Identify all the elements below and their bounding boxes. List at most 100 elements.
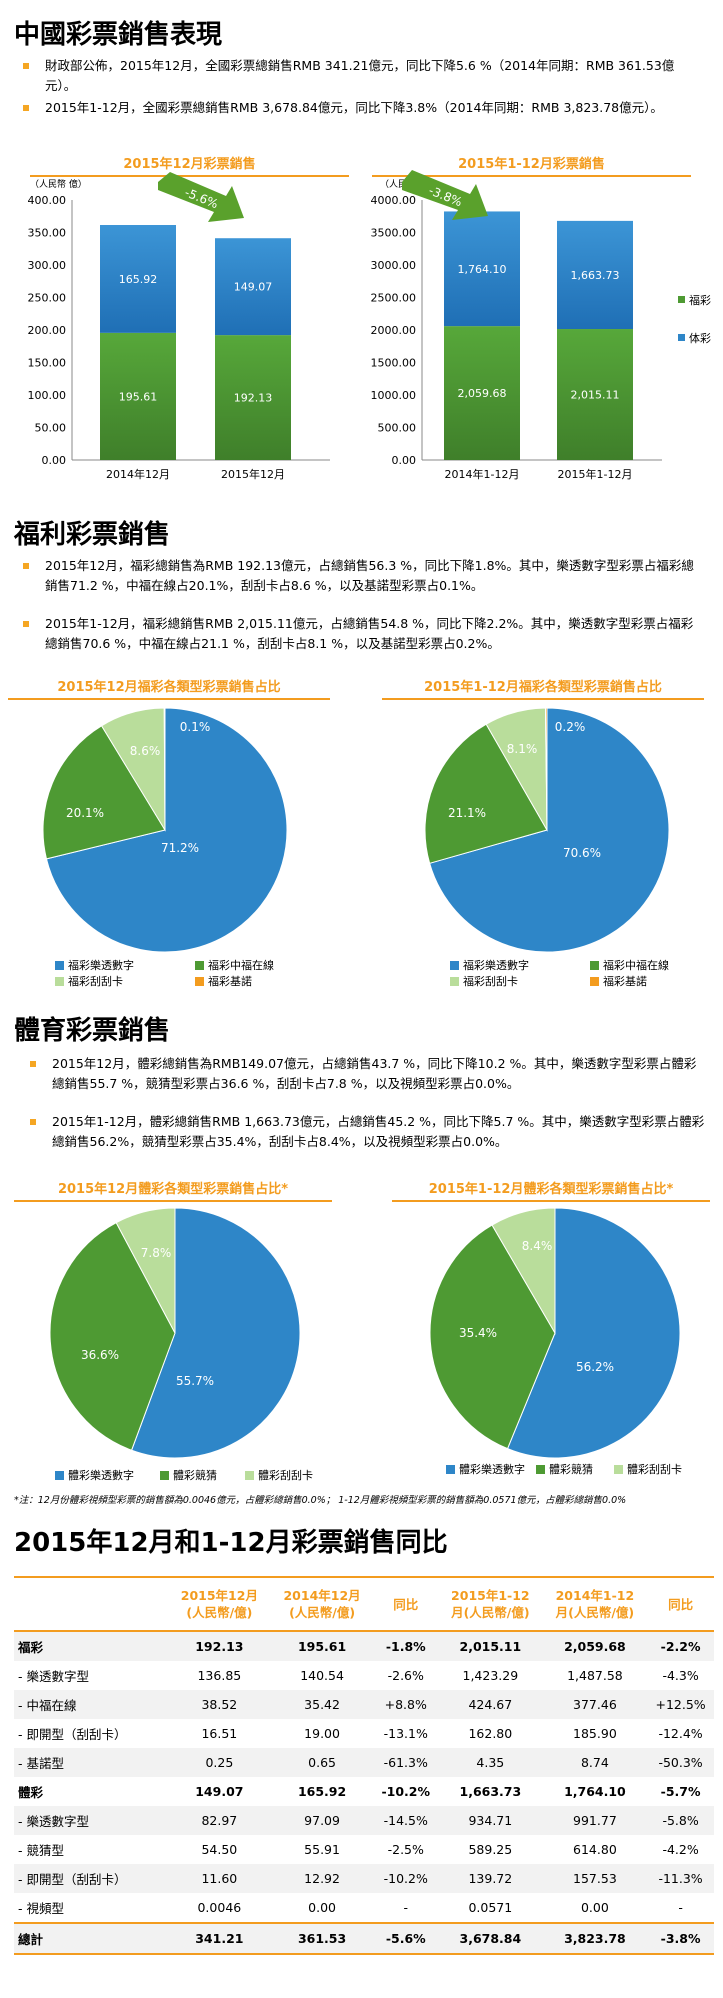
y-tick-label: 500.00 bbox=[378, 422, 417, 435]
legend-item: 福彩基諾 bbox=[195, 974, 252, 990]
table-cell: - bbox=[678, 1900, 683, 1915]
trend-arrow bbox=[402, 170, 488, 220]
table-row: 體彩 149.07 165.92 -10.2% 1,663.73 1,764.10 -5.7… bbox=[14, 1777, 714, 1806]
legend-label: 福彩中福在線 bbox=[603, 959, 669, 972]
table-cell: 0.00 bbox=[580, 1900, 609, 1915]
table-header-cell: 2014年1-12 月(人民幣/億) bbox=[542, 1576, 648, 1631]
legend-swatch bbox=[450, 961, 459, 970]
table-cell: 2,059.68 bbox=[542, 1630, 648, 1661]
table-cell: 1,487.58 bbox=[567, 1668, 623, 1683]
table-cell: -2.5% bbox=[387, 1842, 424, 1857]
table-cell: 1,423.29 bbox=[462, 1668, 519, 1683]
legend-swatch bbox=[195, 977, 204, 986]
bullet-year-total: 2015年1-12月，全國彩票總銷售RMB 3,678.84億元，同比下降3.8… bbox=[23, 98, 700, 118]
pie-value-label: 21.1% bbox=[448, 806, 486, 820]
table-cell: 934.71 bbox=[438, 1806, 543, 1835]
legend-swatch-ticai bbox=[678, 334, 685, 341]
legend-label: 體彩刮刮卡 bbox=[627, 1463, 682, 1476]
pie-value-label: 35.4% bbox=[459, 1326, 497, 1340]
legend-swatch bbox=[450, 977, 459, 986]
table-cell: - 即開型（刮刮卡） bbox=[14, 1864, 168, 1893]
pie-chart-ticai-year: 56.2% 35.4% 8.4% bbox=[429, 1207, 681, 1459]
table-cell: 136.85 bbox=[197, 1668, 242, 1683]
legend-item: 福彩中福在線 bbox=[195, 958, 274, 974]
table-header-cell: 2015年1-12 月(人民幣/億) bbox=[438, 1576, 543, 1631]
table-cell: 55.91 bbox=[304, 1842, 340, 1857]
pie-slice bbox=[130, 1207, 301, 1459]
legend-swatch bbox=[195, 961, 204, 970]
legend-item: 福彩刮刮卡 bbox=[450, 974, 518, 990]
table-cell: - 樂透數字型 bbox=[14, 1806, 168, 1835]
legend-item: 體彩刮刮卡 bbox=[614, 1462, 682, 1478]
table-cell: - 視頻型 bbox=[18, 1901, 64, 1916]
table-cell: -4.3% bbox=[662, 1668, 699, 1683]
y-tick-label: 3000.00 bbox=[371, 259, 417, 272]
legend-swatch bbox=[590, 977, 599, 986]
y-tick-label: 2000.00 bbox=[371, 324, 417, 337]
y-tick-label: 350.00 bbox=[28, 227, 67, 240]
bar-value-label: 149.07 bbox=[234, 281, 273, 294]
bar-ticai bbox=[100, 225, 176, 333]
pie-chart-fucai-dec: 71.2% 20.1% 8.6% 0.1% bbox=[42, 707, 288, 953]
table-cell: 0.0046 bbox=[197, 1900, 242, 1915]
pie-value-label: 8.6% bbox=[130, 744, 161, 758]
x-tick-label: 2014年12月 bbox=[106, 467, 170, 481]
bar-fucai bbox=[100, 332, 176, 460]
table-cell: 165.92 bbox=[297, 1784, 347, 1799]
y-tick-label: 0.00 bbox=[392, 454, 417, 467]
legend-item: 福彩樂透數字 bbox=[450, 958, 529, 974]
table-cell: - 中福在線 bbox=[14, 1690, 168, 1719]
legend-item: 體彩競猜 bbox=[536, 1462, 593, 1478]
bar-ticai bbox=[557, 220, 633, 330]
legend-swatch bbox=[55, 961, 64, 970]
bar-value-label: 165.92 bbox=[119, 273, 158, 286]
legend-label: 福彩樂透數字 bbox=[68, 959, 134, 972]
footnote: *注：12月份體彩視頻型彩票的銷售額為0.0046億元，占體彩總銷售0.0%； … bbox=[14, 1495, 627, 1506]
chart-title-ticai-year: 2015年1-12月體彩各類型彩票銷售占比* bbox=[392, 1178, 710, 1202]
pie-value-label: 71.2% bbox=[161, 841, 199, 855]
legend-item: 福彩樂透數字 bbox=[55, 958, 134, 974]
y-tick-label: 2500.00 bbox=[371, 292, 417, 305]
table-cell: +12.5% bbox=[647, 1690, 714, 1719]
chart-title-fucai-dec: 2015年12月福彩各類型彩票銷售占比 bbox=[8, 676, 330, 700]
legend-item: 福彩刮刮卡 bbox=[55, 974, 123, 990]
y-tick-label: 0.00 bbox=[42, 454, 67, 467]
y-tick-label: 1000.00 bbox=[371, 389, 417, 402]
table-cell: 991.77 bbox=[542, 1806, 648, 1835]
table-cell: 35.42 bbox=[270, 1690, 374, 1719]
table-cell: 2,015.11 bbox=[438, 1630, 543, 1661]
x-tick-label: 2014年1-12月 bbox=[445, 467, 520, 481]
table-cell: 139.72 bbox=[438, 1864, 543, 1893]
table-cell: -5.8% bbox=[647, 1806, 714, 1835]
legend-item: 福彩基諾 bbox=[590, 974, 647, 990]
table-row: - 樂透數字型 82.97 97.09 -14.5% 934.71 991.77 -5.8% bbox=[14, 1806, 714, 1835]
legend-label: 體彩刮刮卡 bbox=[258, 1469, 313, 1482]
table-cell: 424.67 bbox=[438, 1690, 543, 1719]
table-cell: 1,764.10 bbox=[564, 1784, 626, 1799]
legend-swatch bbox=[536, 1465, 545, 1474]
bar-chart-year: （人民幣 億）0.00500.001000.001500.002000.0025… bbox=[371, 170, 711, 481]
chart-title-ticai-dec: 2015年12月體彩各類型彩票銷售占比* bbox=[14, 1178, 332, 1202]
table-cell: 0.0571 bbox=[468, 1900, 513, 1915]
table-cell: 16.51 bbox=[201, 1726, 238, 1741]
chart-title-dec-sales: 2015年12月彩票銷售 bbox=[30, 153, 349, 177]
legend-swatch-fucai bbox=[678, 296, 685, 303]
legend-ticai-year: 體彩樂透數字 體彩競猜 體彩刮刮卡 bbox=[446, 1462, 723, 1480]
bar-value-label: 192.13 bbox=[234, 392, 273, 405]
legend-label: 福彩基諾 bbox=[603, 975, 647, 988]
legend-fucai-dec: 福彩樂透數字 福彩中福在線福彩刮刮卡 福彩基諾 bbox=[55, 958, 335, 994]
y-tick-label: 150.00 bbox=[28, 357, 67, 370]
table-header-cell: 同比 bbox=[373, 1576, 439, 1631]
legend-ticai-dec: 體彩樂透數字 體彩競猜 體彩刮刮卡 bbox=[55, 1468, 375, 1486]
table-cell: -2.2% bbox=[647, 1630, 714, 1661]
table-cell: - 即開型（刮刮卡） bbox=[18, 1727, 127, 1742]
table-cell: 157.53 bbox=[542, 1864, 648, 1893]
legend-swatch bbox=[160, 1471, 169, 1480]
bar-value-label: 2,015.11 bbox=[571, 389, 620, 402]
pie-slice bbox=[424, 723, 548, 864]
y-tick-label: 250.00 bbox=[28, 292, 67, 305]
bullet-fucai-year: 2015年1-12月，福彩總銷售RMB 2,015.11億元，占總銷售54.8 … bbox=[23, 614, 705, 654]
table-cell: 149.07 bbox=[195, 1784, 244, 1799]
legend-label: 體彩競猜 bbox=[173, 1469, 217, 1482]
table-cell: 38.52 bbox=[168, 1690, 271, 1719]
